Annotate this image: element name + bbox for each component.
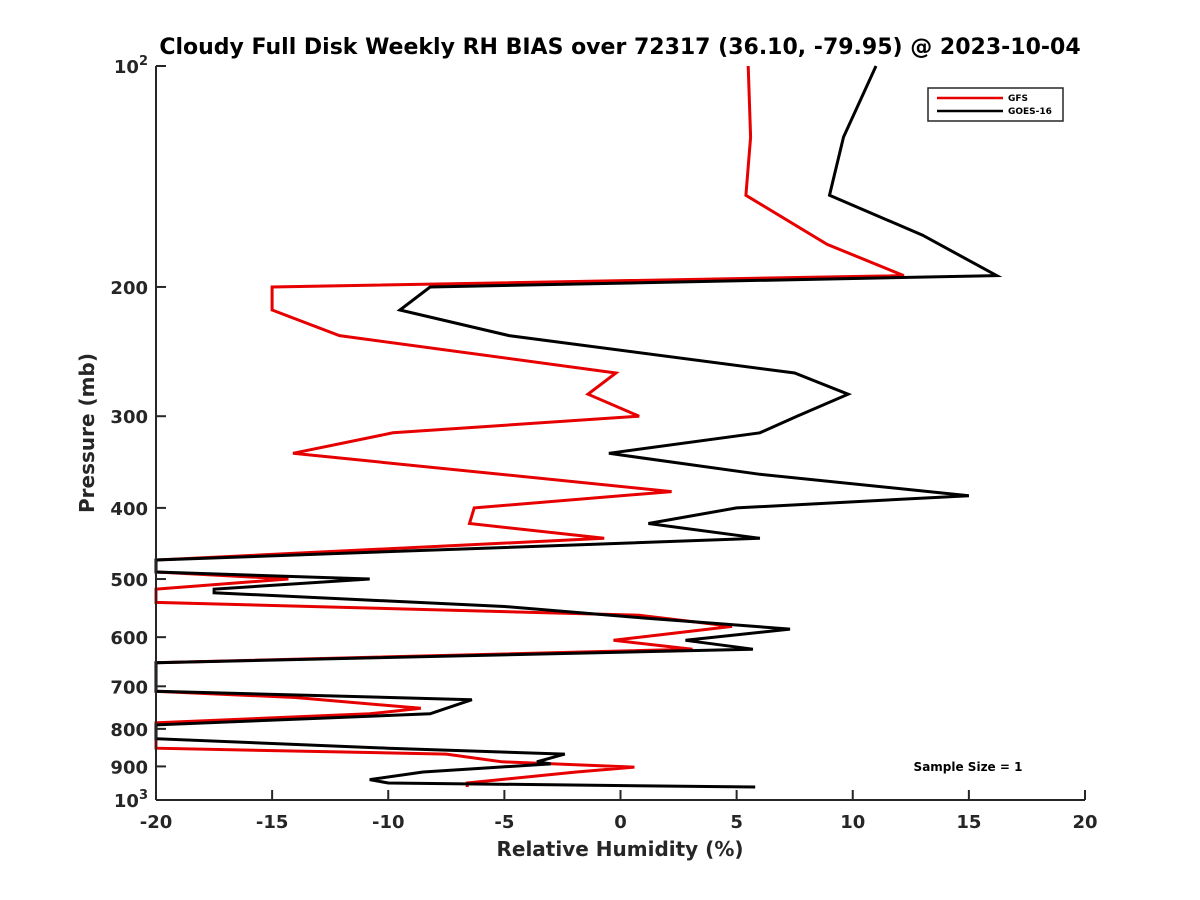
- legend: GFS GOES-16: [927, 87, 1064, 122]
- x-tick-label: -5: [494, 812, 514, 833]
- x-tick-label: 0: [614, 812, 627, 833]
- y-tick-label: 103: [114, 788, 148, 812]
- x-tick-label: 20: [1072, 812, 1097, 833]
- x-tick-label: -10: [372, 812, 405, 833]
- legend-label-goes16: GOES-16: [1008, 107, 1052, 117]
- legend-box: [927, 87, 1064, 122]
- y-tick-label: 300: [110, 407, 148, 428]
- x-ticks: -20 -15 -10 -5 0 5 10 15 20: [140, 790, 1098, 833]
- y-tick-label: 700: [110, 677, 148, 698]
- y-tick-label: 900: [110, 757, 148, 778]
- y-ticks: 102 200 300 400 500 600 700 800 900 103: [110, 54, 166, 812]
- y-tick-label: 400: [110, 499, 148, 520]
- x-tick-label: 5: [730, 812, 743, 833]
- y-tick-label: 600: [110, 628, 148, 649]
- series-line-goes-16: [154, 65, 1003, 789]
- y-axis-label: Pressure (mb): [75, 353, 99, 513]
- x-tick-label: 10: [840, 812, 865, 833]
- y-tick-label: 800: [110, 720, 148, 741]
- y-tick-label: 500: [110, 570, 148, 591]
- x-tick-label: 15: [956, 812, 981, 833]
- y-tick-label: 102: [114, 54, 148, 78]
- x-tick-label: -15: [256, 812, 289, 833]
- x-tick-label: -20: [140, 812, 173, 833]
- sample-size-annotation: Sample Size = 1: [914, 760, 1023, 774]
- chart-title: Cloudy Full Disk Weekly RH BIAS over 723…: [159, 35, 1080, 60]
- legend-label-gfs: GFS: [1008, 94, 1028, 104]
- x-axis-label: Relative Humidity (%): [496, 837, 743, 861]
- y-tick-label: 200: [110, 278, 148, 299]
